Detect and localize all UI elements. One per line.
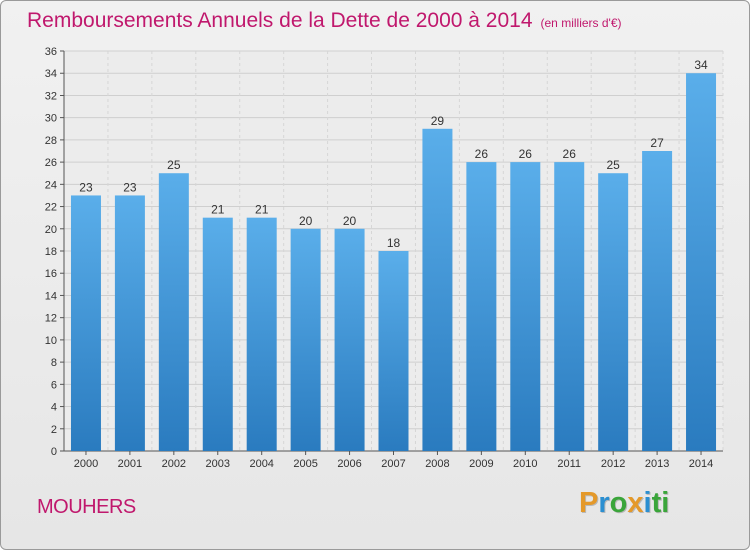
bar-2007 <box>378 251 409 451</box>
bar-2014 <box>686 73 717 451</box>
x-tick-label-2012: 2012 <box>601 458 625 470</box>
chart-title-text: Remboursements Annuels de la Dette de 20… <box>27 9 533 32</box>
y-tick-label: 2 <box>51 424 57 436</box>
x-tick-label-2004: 2004 <box>249 458 273 470</box>
y-tick-label: 14 <box>45 290 57 302</box>
data-label-2003: 21 <box>211 203 225 217</box>
y-tick-label: 16 <box>45 268 57 280</box>
chart-unit: (en milliers d'€) <box>540 16 622 30</box>
bars <box>70 73 717 451</box>
bar-2012 <box>598 173 629 451</box>
data-label-2010: 26 <box>519 147 533 161</box>
x-tick-label-2003: 2003 <box>206 458 230 470</box>
bar-2009 <box>466 162 497 451</box>
bar-2008 <box>422 128 453 451</box>
y-tick-label: 30 <box>45 113 57 125</box>
y-tick-label: 12 <box>45 313 57 325</box>
y-tick-label: 8 <box>51 357 57 369</box>
data-label-2014: 34 <box>694 58 708 72</box>
bar-2006 <box>334 228 365 451</box>
data-label-2005: 20 <box>299 214 313 228</box>
proxiti-logo: Proxiti <box>579 487 670 519</box>
y-tick-label: 22 <box>45 202 57 214</box>
y-tick-label: 26 <box>45 157 57 169</box>
data-label-2004: 21 <box>255 203 269 217</box>
data-label-2013: 27 <box>650 136 664 150</box>
bar-2001 <box>114 195 145 451</box>
bar-2013 <box>642 151 673 451</box>
data-label-2002: 25 <box>167 158 181 172</box>
bar-2004 <box>246 217 277 451</box>
y-tick-label: 36 <box>45 46 57 58</box>
bar-2005 <box>290 228 321 451</box>
data-label-2009: 26 <box>475 147 489 161</box>
y-tick-label: 24 <box>45 179 57 191</box>
commune-name: MOUHERS <box>37 496 136 518</box>
bar-2002 <box>158 173 189 451</box>
y-tick-label: 32 <box>45 90 57 102</box>
y-tick-label: 10 <box>45 335 57 347</box>
labels: 0246810121416182022242628303234362320002… <box>45 46 714 470</box>
y-tick-label: 0 <box>51 446 57 458</box>
data-label-2008: 29 <box>431 114 445 128</box>
x-tick-label-2005: 2005 <box>293 458 317 470</box>
data-label-2000: 23 <box>79 180 93 194</box>
x-tick-label-2013: 2013 <box>645 458 669 470</box>
bar-2011 <box>554 162 585 451</box>
bar-2000 <box>70 195 101 451</box>
data-label-2001: 23 <box>123 180 137 194</box>
x-tick-label-2006: 2006 <box>337 458 361 470</box>
data-label-2006: 20 <box>343 214 357 228</box>
data-label-2012: 25 <box>606 158 620 172</box>
x-tick-label-2011: 2011 <box>557 458 581 470</box>
x-tick-label-2010: 2010 <box>513 458 537 470</box>
y-tick-label: 20 <box>45 224 57 236</box>
bar-2010 <box>510 162 541 451</box>
data-label-2007: 18 <box>387 236 401 250</box>
x-tick-label-2008: 2008 <box>425 458 449 470</box>
data-label-2011: 26 <box>563 147 577 161</box>
y-tick-label: 6 <box>51 379 57 391</box>
y-tick-label: 34 <box>45 68 57 80</box>
y-tick-label: 4 <box>51 402 57 414</box>
y-tick-label: 18 <box>45 246 57 258</box>
bar-2003 <box>202 217 233 451</box>
x-tick-label-2002: 2002 <box>162 458 186 470</box>
x-tick-label-2001: 2001 <box>118 458 142 470</box>
x-tick-label-2000: 2000 <box>74 458 98 470</box>
y-tick-label: 28 <box>45 135 57 147</box>
x-tick-label-2007: 2007 <box>381 458 405 470</box>
x-tick-label-2014: 2014 <box>689 458 713 470</box>
chart-title: Remboursements Annuels de la Dette de 20… <box>27 9 622 33</box>
x-tick-label-2009: 2009 <box>469 458 493 470</box>
